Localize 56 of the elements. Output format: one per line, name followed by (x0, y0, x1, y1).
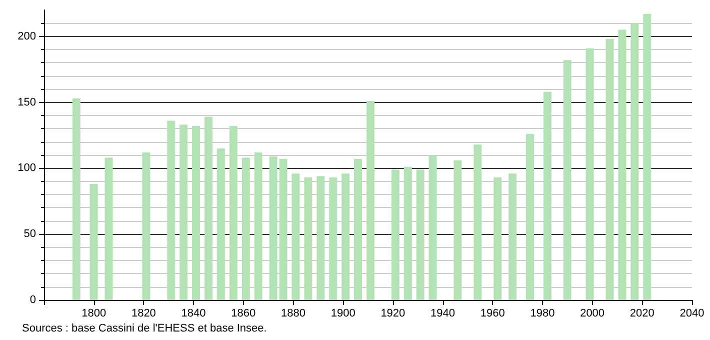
bar (428, 155, 437, 300)
x-tick-label: 1880 (280, 308, 306, 320)
bar (643, 14, 652, 300)
bar (104, 158, 113, 300)
bar (543, 92, 552, 300)
y-tick-label: 150 (18, 96, 36, 108)
bar (316, 176, 325, 300)
x-tick-label: 1800 (82, 308, 106, 320)
bar (242, 158, 250, 300)
bar (454, 160, 462, 300)
bar (586, 48, 594, 300)
x-tick-label: 1900 (330, 308, 356, 320)
bar (606, 39, 614, 300)
bar (254, 152, 262, 300)
bar (329, 177, 338, 300)
bar (229, 126, 238, 300)
bar (142, 152, 150, 300)
bar (204, 116, 212, 300)
bar (563, 60, 572, 300)
bar (391, 170, 400, 300)
x-tick-label: 1840 (181, 308, 206, 320)
x-tick-label: 1860 (231, 308, 256, 320)
bar (342, 173, 350, 300)
y-tick-label: 200 (18, 30, 36, 42)
bar (192, 126, 200, 300)
bar (167, 120, 176, 300)
x-tick-label: 1920 (380, 308, 406, 320)
bar (494, 177, 502, 300)
bar (630, 23, 639, 300)
bar (292, 173, 300, 300)
bar (354, 158, 362, 300)
bar (474, 144, 482, 300)
x-tick-label: 2040 (680, 308, 704, 320)
y-tick-label: 100 (18, 162, 36, 174)
bar (279, 158, 288, 300)
y-tick-label: 0 (30, 294, 36, 306)
bar (304, 177, 312, 300)
bar (180, 124, 188, 300)
x-tick-label: 2020 (630, 308, 654, 320)
bar (269, 156, 278, 300)
bar (404, 166, 412, 300)
x-tick-label: 2000 (580, 308, 605, 320)
bar (508, 173, 517, 300)
bar (618, 30, 626, 300)
bar (72, 98, 80, 300)
x-tick-label: 1960 (480, 308, 505, 320)
x-tick-label: 1940 (430, 308, 456, 320)
bar (90, 184, 98, 300)
bar (216, 148, 225, 300)
bar (416, 170, 424, 300)
bar (526, 134, 534, 300)
y-tick-label: 50 (24, 228, 36, 240)
source-note: Sources : base Cassini de l'EHESS et base Insee. (22, 322, 267, 334)
x-tick-label: 1980 (530, 308, 555, 320)
bar (366, 100, 374, 300)
x-tick-label: 1820 (131, 308, 156, 320)
